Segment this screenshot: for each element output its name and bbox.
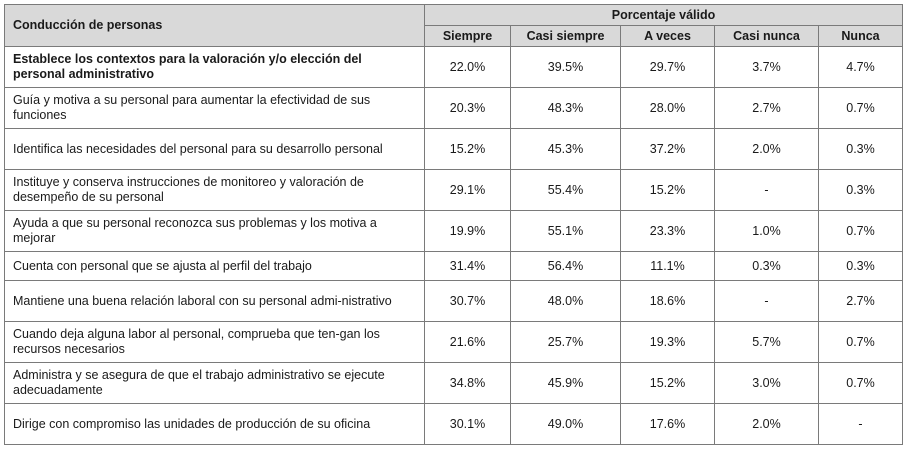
table-cell: 31.4% <box>424 251 511 281</box>
table-cell: 55.4% <box>510 169 621 211</box>
table-row: Guía y motiva a su personal para aumenta… <box>4 87 904 129</box>
table-cell: 30.1% <box>424 403 511 445</box>
table-row: Administra y se asegura de que el trabaj… <box>4 362 904 404</box>
table-cell: 22.0% <box>424 46 511 88</box>
table-cell: 15.2% <box>620 169 715 211</box>
table-cell: 55.1% <box>510 210 621 252</box>
table-cell: 19.9% <box>424 210 511 252</box>
row-label: Cuenta con personal que se ajusta al per… <box>4 251 425 281</box>
table-row: Establece los contextos para la valoraci… <box>4 46 904 88</box>
column-header: Nunca <box>817 25 904 47</box>
table-cell: 18.6% <box>620 280 715 322</box>
table-cell: 15.2% <box>620 362 715 404</box>
table-cell: 48.0% <box>510 280 621 322</box>
table-cell: - <box>714 169 819 211</box>
row-label: Ayuda a que su personal reconozca sus pr… <box>4 210 425 252</box>
table-cell: 0.3% <box>817 128 904 170</box>
table-cell: 34.8% <box>424 362 511 404</box>
table-cell: 0.7% <box>817 321 904 363</box>
table-cell: 5.7% <box>714 321 819 363</box>
row-label: Instituye y conserva instrucciones de mo… <box>4 169 425 211</box>
table-cell: 2.0% <box>714 128 819 170</box>
column-header: Siempre <box>424 25 511 47</box>
table-row: Instituye y conserva instrucciones de mo… <box>4 169 904 211</box>
table-row: Cuando deja alguna labor al personal, co… <box>4 321 904 363</box>
table-cell: 3.0% <box>714 362 819 404</box>
table-row: Dirige con compromiso las unidades de pr… <box>4 403 904 445</box>
table-cell: 3.7% <box>714 46 819 88</box>
table-cell: 23.3% <box>620 210 715 252</box>
table-cell: - <box>714 280 819 322</box>
table-cell: 28.0% <box>620 87 715 129</box>
table-cell: 2.7% <box>817 280 904 322</box>
table-cell: 30.7% <box>424 280 511 322</box>
table-cell: 0.7% <box>817 87 904 129</box>
data-table: Conducción de personas Porcentaje válido… <box>4 4 904 445</box>
column-header: Casi siempre <box>510 25 621 47</box>
table-cell: 15.2% <box>424 128 511 170</box>
row-label: Administra y se asegura de que el trabaj… <box>4 362 425 404</box>
table-cell: 45.9% <box>510 362 621 404</box>
table-cell: - <box>817 403 904 445</box>
table-cell: 49.0% <box>510 403 621 445</box>
table-cell: 56.4% <box>510 251 621 281</box>
table-cell: 20.3% <box>424 87 511 129</box>
table-cell: 45.3% <box>510 128 621 170</box>
table-cell: 39.5% <box>510 46 621 88</box>
row-label: Cuando deja alguna labor al personal, co… <box>4 321 425 363</box>
header-row-1: Conducción de personas Porcentaje válido <box>4 4 904 47</box>
row-label: Establece los contextos para la valoraci… <box>4 46 425 88</box>
row-header: Conducción de personas <box>4 4 425 47</box>
table-cell: 2.7% <box>714 87 819 129</box>
table-cell: 29.7% <box>620 46 715 88</box>
column-header: A veces <box>620 25 715 47</box>
table-cell: 1.0% <box>714 210 819 252</box>
group-header: Porcentaje válido <box>423 4 904 26</box>
table-row: Cuenta con personal que se ajusta al per… <box>4 251 904 281</box>
row-label: Identifica las necesidades del personal … <box>4 128 425 170</box>
row-label: Dirige con compromiso las unidades de pr… <box>4 403 425 445</box>
table-cell: 37.2% <box>620 128 715 170</box>
table-cell: 25.7% <box>510 321 621 363</box>
table-body: Establece los contextos para la valoraci… <box>4 46 904 445</box>
table-cell: 19.3% <box>620 321 715 363</box>
table-cell: 2.0% <box>714 403 819 445</box>
table-cell: 0.7% <box>817 362 904 404</box>
table-cell: 48.3% <box>510 87 621 129</box>
column-header: Casi nunca <box>714 25 819 47</box>
header-row-2: Siempre Casi siempre A veces Casi nunca … <box>5 25 904 47</box>
table-row: Ayuda a que su personal reconozca sus pr… <box>4 210 904 252</box>
table-cell: 17.6% <box>620 403 715 445</box>
table-cell: 11.1% <box>620 251 715 281</box>
row-label: Mantiene una buena relación laboral con … <box>4 280 425 322</box>
table-cell: 0.3% <box>817 169 904 211</box>
row-label: Guía y motiva a su personal para aumenta… <box>4 87 425 129</box>
table-cell: 0.3% <box>817 251 904 281</box>
table-cell: 29.1% <box>424 169 511 211</box>
table-row: Identifica las necesidades del personal … <box>4 128 904 170</box>
table-cell: 0.3% <box>714 251 819 281</box>
table-cell: 4.7% <box>817 46 904 88</box>
table-cell: 21.6% <box>424 321 511 363</box>
table-cell: 0.7% <box>817 210 904 252</box>
table-row: Mantiene una buena relación laboral con … <box>4 280 904 322</box>
